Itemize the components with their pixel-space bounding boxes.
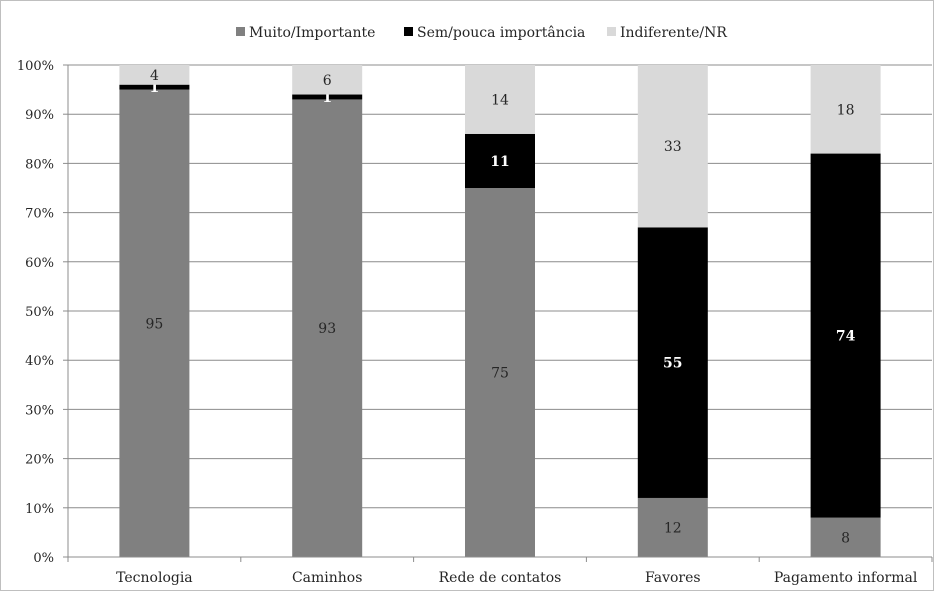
data-label: 74 bbox=[836, 329, 856, 345]
bar-segment bbox=[637, 497, 708, 557]
x-tick-label: Favores bbox=[645, 570, 701, 586]
legend-swatch bbox=[236, 27, 245, 36]
y-tick-label: 30% bbox=[25, 403, 54, 418]
y-axis: 0% 10% 20% 30% 40% 50% 60% 70% 80% 90% 100% bbox=[17, 59, 69, 566]
data-label: 12 bbox=[664, 520, 682, 536]
data-label: 95 bbox=[145, 316, 163, 332]
y-tick-label: 90% bbox=[25, 108, 54, 123]
bar-segment bbox=[810, 153, 881, 518]
legend-label: Muito/Importante bbox=[249, 25, 375, 41]
y-tick-label: 100% bbox=[17, 59, 54, 74]
data-label: 93 bbox=[318, 321, 336, 337]
bar-segment bbox=[119, 89, 190, 557]
data-label: 11 bbox=[490, 154, 509, 170]
y-tick-label: 10% bbox=[25, 502, 54, 517]
legend-swatch bbox=[607, 27, 616, 36]
bar-segment bbox=[810, 517, 881, 557]
y-tick-label: 70% bbox=[25, 207, 54, 222]
x-tick-label: Tecnologia bbox=[116, 570, 193, 586]
bar-segment bbox=[119, 84, 190, 90]
data-label: 75 bbox=[491, 366, 509, 382]
legend-swatch bbox=[404, 27, 413, 36]
data-label: 4 bbox=[150, 68, 159, 84]
x-tick-label: Caminhos bbox=[292, 570, 362, 586]
y-tick-label: 80% bbox=[25, 157, 54, 172]
y-tick-label: 60% bbox=[25, 256, 54, 271]
bar-segment bbox=[637, 227, 708, 498]
bar-segment bbox=[465, 133, 535, 188]
bar-segment bbox=[637, 65, 708, 228]
x-axis: Tecnologia Caminhos Rede de contatos Favore… bbox=[63, 556, 933, 586]
data-label: 55 bbox=[663, 356, 682, 372]
y-tick-label: 50% bbox=[25, 305, 54, 320]
x-tick-label: Rede de contatos bbox=[439, 570, 562, 586]
bar-segment bbox=[292, 65, 363, 95]
data-label: 18 bbox=[837, 102, 855, 118]
legend: Muito/Importante Sem/pouca importância Ind… bbox=[236, 25, 727, 41]
legend-label: Indiferente/NR bbox=[620, 25, 727, 41]
bar-segment bbox=[810, 65, 881, 154]
bar-segment bbox=[465, 188, 535, 557]
bar-segment bbox=[119, 65, 190, 85]
x-tick-label: Pagamento informal bbox=[774, 570, 918, 586]
bar-segment bbox=[292, 94, 363, 100]
legend-label: Sem/pouca importância bbox=[417, 25, 585, 41]
bar-segment bbox=[292, 99, 363, 557]
data-label: 8 bbox=[841, 530, 850, 546]
data-label: 1 bbox=[322, 90, 332, 106]
y-tick-label: 0% bbox=[33, 551, 54, 566]
y-tick-label: 20% bbox=[25, 453, 54, 468]
data-label: 33 bbox=[664, 139, 682, 155]
y-tick-label: 40% bbox=[25, 354, 54, 369]
bar-segment bbox=[465, 65, 535, 134]
data-label: 14 bbox=[491, 92, 509, 108]
data-label: 6 bbox=[323, 73, 332, 89]
data-label: 1 bbox=[150, 80, 160, 96]
